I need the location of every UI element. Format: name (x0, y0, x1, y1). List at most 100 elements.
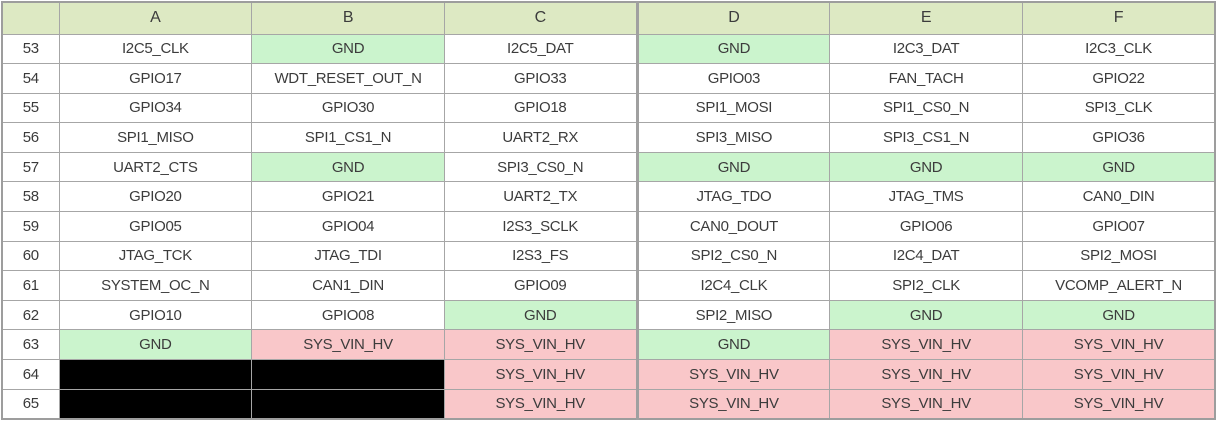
pin-cell: GND (58, 329, 253, 361)
pin-cell: SPI2_MOSI (1021, 240, 1216, 272)
pinout-table-body: 53 I2C5_CLK GND I2C5_DAT GND I2C3_DAT I2C3_CLK… (1, 33, 1216, 420)
pin-cell: GPIO10 (58, 299, 253, 331)
pin-cell: GPIO30 (251, 92, 445, 124)
pin-cell: GPIO04 (251, 211, 445, 242)
pin-cell: GPIO08 (251, 299, 445, 331)
blank-cell (58, 388, 253, 420)
pin-cell: GND (251, 151, 445, 183)
table-row: 62 GPIO10 GPIO08 GND SPI2_MISO GND GND (1, 299, 1216, 331)
pin-cell: JTAG_TMS (829, 181, 1023, 213)
pin-cell: GPIO05 (58, 211, 253, 242)
pin-cell: FAN_TACH (829, 63, 1023, 94)
pin-cell: GPIO36 (1021, 122, 1216, 153)
row-number: 61 (1, 270, 60, 301)
pin-cell: SYS_VIN_HV (443, 329, 638, 361)
pin-cell: SYS_VIN_HV (1021, 359, 1216, 390)
pin-cell: SPI3_CLK (1021, 92, 1216, 124)
table-row: 63 GND SYS_VIN_HV SYS_VIN_HV GND SYS_VIN_HV SY… (1, 329, 1216, 361)
column-header-F: F (1021, 1, 1216, 35)
pin-cell: SPI3_CS0_N (443, 151, 638, 183)
pin-cell: SYS_VIN_HV (1021, 329, 1216, 361)
pin-cell: WDT_RESET_OUT_N (251, 63, 445, 94)
pin-cell: CAN0_DIN (1021, 181, 1216, 213)
table-row: 58 GPIO20 GPIO21 UART2_TX JTAG_TDO JTAG_TMS CA… (1, 181, 1216, 213)
pin-cell: JTAG_TCK (58, 240, 253, 272)
pin-cell: GPIO09 (443, 270, 638, 301)
pin-cell: SYS_VIN_HV (443, 388, 638, 420)
row-number: 63 (1, 329, 60, 361)
pin-cell: UART2_TX (443, 181, 638, 213)
pin-cell: GND (1021, 299, 1216, 331)
pin-cell: CAN1_DIN (251, 270, 445, 301)
table-row: 57 UART2_CTS GND SPI3_CS0_N GND GND GND (1, 151, 1216, 183)
table-row: 61 SYSTEM_OC_N CAN1_DIN GPIO09 I2C4_CLK SPI2_… (1, 270, 1216, 301)
pin-cell: GPIO06 (829, 211, 1023, 242)
column-header-B: B (251, 1, 445, 35)
pin-cell: GPIO34 (58, 92, 253, 124)
pin-cell: SYSTEM_OC_N (58, 270, 253, 301)
pin-cell: JTAG_TDO (635, 181, 831, 213)
pin-cell: I2C5_CLK (58, 33, 253, 65)
pin-cell: I2C5_DAT (443, 33, 638, 65)
table-row: 55 GPIO34 GPIO30 GPIO18 SPI1_MOSI SPI1_CS0_N S… (1, 92, 1216, 124)
row-number: 59 (1, 211, 60, 242)
pin-cell: SPI2_CLK (829, 270, 1023, 301)
pin-cell: SPI3_CS1_N (829, 122, 1023, 153)
pin-cell: UART2_RX (443, 122, 638, 153)
pin-cell: GPIO21 (251, 181, 445, 213)
pin-cell: GND (1021, 151, 1216, 183)
pin-cell: GND (443, 299, 638, 331)
table-row: 56 SPI1_MISO SPI1_CS1_N UART2_RX SPI3_MISO SP… (1, 122, 1216, 153)
pin-cell: GPIO20 (58, 181, 253, 213)
pin-cell: GPIO17 (58, 63, 253, 94)
pin-cell: SYS_VIN_HV (443, 359, 638, 390)
blank-cell (251, 359, 445, 390)
pin-cell: GPIO07 (1021, 211, 1216, 242)
pin-cell: SYS_VIN_HV (829, 359, 1023, 390)
pin-cell: I2C4_DAT (829, 240, 1023, 272)
row-number: 60 (1, 240, 60, 272)
row-number: 55 (1, 92, 60, 124)
row-number: 62 (1, 299, 60, 331)
pin-cell: CAN0_DOUT (635, 211, 831, 242)
pin-cell: GND (635, 151, 831, 183)
table-row: 65 SYS_VIN_HV SYS_VIN_HV SYS_VIN_HV SYS_VIN_… (1, 388, 1216, 420)
pin-cell: SYS_VIN_HV (635, 388, 831, 420)
blank-cell (58, 359, 253, 390)
pin-cell: GPIO03 (635, 63, 831, 94)
table-row: 54 GPIO17 WDT_RESET_OUT_N GPIO33 GPIO03 FAN_T… (1, 63, 1216, 94)
pin-cell: I2C3_DAT (829, 33, 1023, 65)
pin-cell: I2S3_SCLK (443, 211, 638, 242)
table-row: 64 SYS_VIN_HV SYS_VIN_HV SYS_VIN_HV SYS_VIN_… (1, 359, 1216, 390)
table-row: 59 GPIO05 GPIO04 I2S3_SCLK CAN0_DOUT GPIO06 GP… (1, 211, 1216, 242)
row-number: 58 (1, 181, 60, 213)
blank-cell (251, 388, 445, 420)
column-header-A: A (58, 1, 253, 35)
row-number: 54 (1, 63, 60, 94)
row-number: 64 (1, 359, 60, 390)
pin-cell: SYS_VIN_HV (635, 359, 831, 390)
pin-cell: SPI1_MISO (58, 122, 253, 153)
pin-cell: SYS_VIN_HV (1021, 388, 1216, 420)
corner-cell (1, 1, 60, 35)
pin-cell: SPI2_CS0_N (635, 240, 831, 272)
column-header-C: C (443, 1, 638, 35)
pin-cell: SPI1_CS1_N (251, 122, 445, 153)
row-number: 53 (1, 33, 60, 65)
pin-cell: SPI2_MISO (635, 299, 831, 331)
pin-cell: GND (829, 299, 1023, 331)
pin-cell: GND (829, 151, 1023, 183)
pin-cell: SYS_VIN_HV (829, 388, 1023, 420)
pin-cell: UART2_CTS (58, 151, 253, 183)
row-number: 65 (1, 388, 60, 420)
pin-cell: JTAG_TDI (251, 240, 445, 272)
pin-cell: I2S3_FS (443, 240, 638, 272)
pin-cell: GPIO33 (443, 63, 638, 94)
pin-cell: GND (251, 33, 445, 65)
row-number: 57 (1, 151, 60, 183)
column-header-E: E (829, 1, 1023, 35)
pin-cell: I2C4_CLK (635, 270, 831, 301)
table-row: 53 I2C5_CLK GND I2C5_DAT GND I2C3_DAT I2C3_CLK (1, 33, 1216, 65)
